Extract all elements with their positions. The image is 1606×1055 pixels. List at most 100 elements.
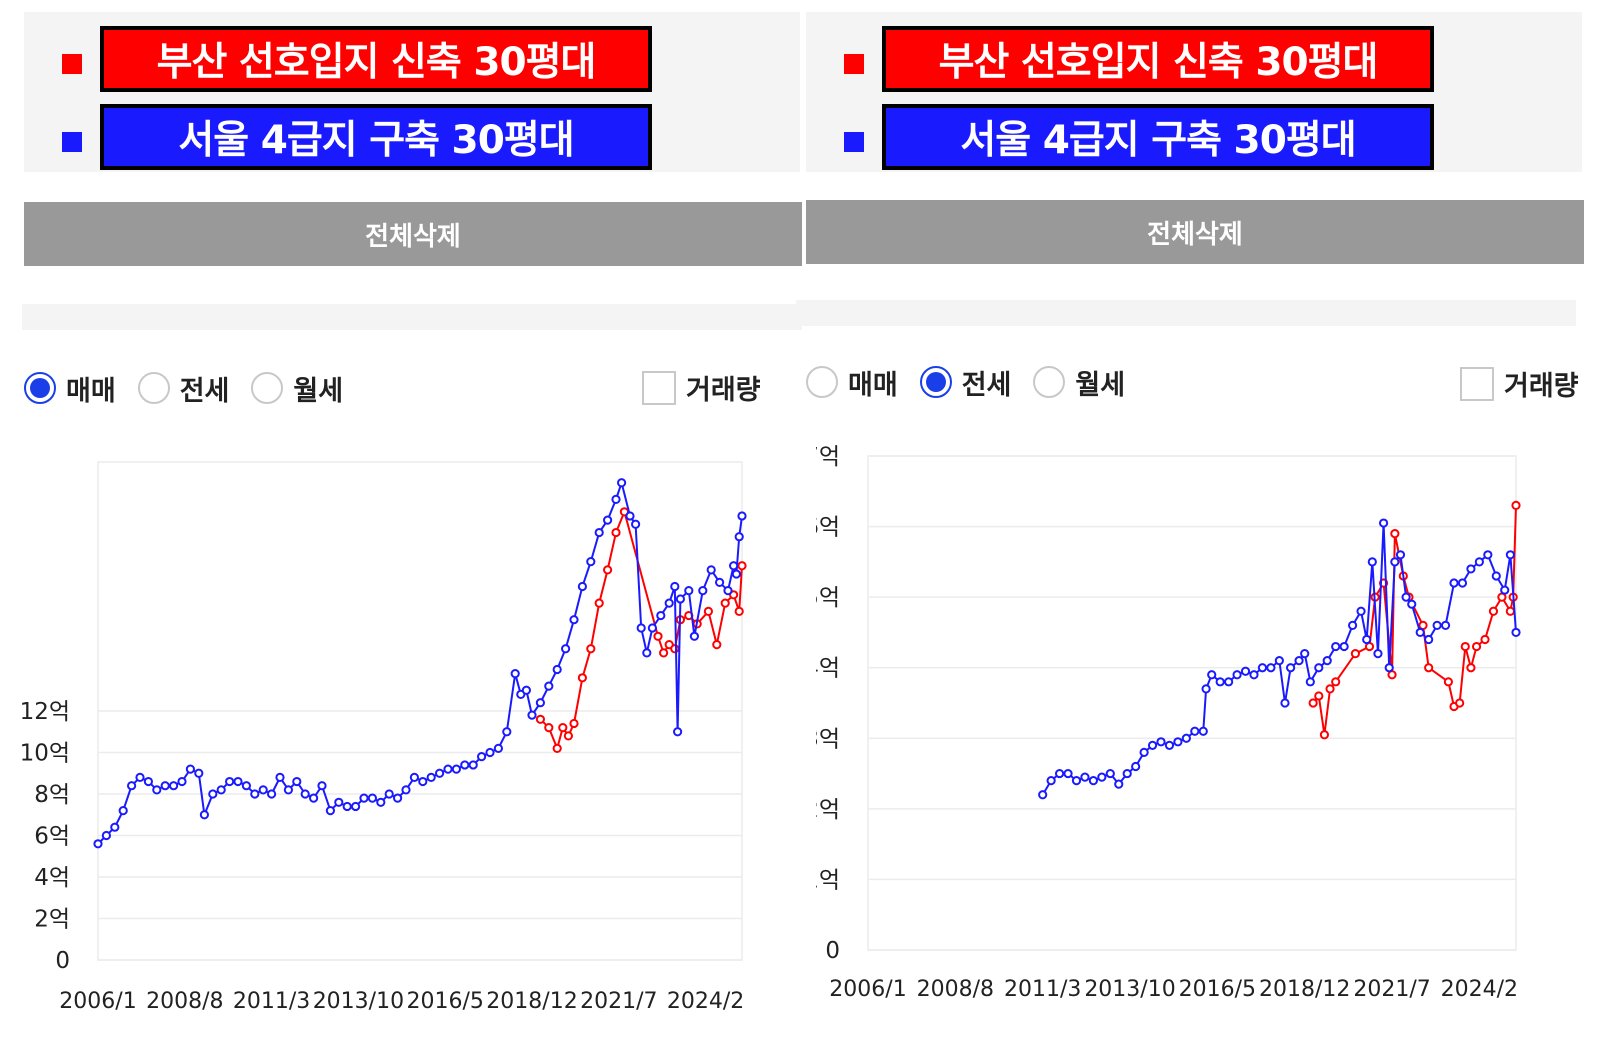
data-point[interactable] xyxy=(544,723,554,733)
data-point[interactable] xyxy=(1511,627,1521,638)
legend-item-seoul[interactable]: 서울 4급지 구축 30평대 xyxy=(24,104,800,174)
data-point[interactable] xyxy=(1232,670,1242,680)
data-point[interactable] xyxy=(1314,663,1324,673)
data-point[interactable] xyxy=(1190,726,1200,736)
data-point[interactable] xyxy=(1384,663,1394,673)
data-point[interactable] xyxy=(1367,557,1377,567)
data-point[interactable] xyxy=(258,785,268,795)
data-point[interactable] xyxy=(143,776,153,787)
data-point[interactable] xyxy=(558,723,568,733)
data-point[interactable] xyxy=(1215,677,1225,687)
data-point[interactable] xyxy=(1257,663,1268,673)
data-point[interactable] xyxy=(1457,578,1468,588)
data-point[interactable] xyxy=(317,781,327,791)
data-point[interactable] xyxy=(1339,641,1349,652)
data-point[interactable] xyxy=(706,565,716,575)
data-point[interactable] xyxy=(376,797,386,807)
data-point[interactable] xyxy=(177,776,187,787)
data-point[interactable] xyxy=(1080,772,1090,782)
data-point[interactable] xyxy=(185,764,195,774)
data-point[interactable] xyxy=(1071,776,1082,786)
data-point[interactable] xyxy=(1308,698,1318,708)
data-point[interactable] xyxy=(1424,634,1434,645)
data-point[interactable] xyxy=(93,839,103,849)
data-point[interactable] xyxy=(1240,666,1251,676)
data-point[interactable] xyxy=(1331,641,1341,652)
data-point[interactable] xyxy=(1156,737,1166,747)
data-point[interactable] xyxy=(451,764,461,774)
data-point[interactable] xyxy=(468,760,478,770)
data-point[interactable] xyxy=(401,785,411,795)
data-point[interactable] xyxy=(670,644,680,654)
data-point[interactable] xyxy=(1088,776,1098,786)
data-point[interactable] xyxy=(342,801,352,812)
data-point[interactable] xyxy=(720,598,730,608)
data-point[interactable] xyxy=(208,789,218,799)
data-point[interactable] xyxy=(485,747,495,758)
data-point[interactable] xyxy=(723,586,733,596)
data-point[interactable] xyxy=(300,789,310,799)
radio-monthly-rent[interactable]: 월세 xyxy=(1033,363,1125,402)
data-point[interactable] xyxy=(625,511,635,521)
data-point[interactable] xyxy=(552,743,562,753)
data-point[interactable] xyxy=(734,606,744,616)
data-point[interactable] xyxy=(1500,585,1510,595)
data-point[interactable] xyxy=(1407,599,1417,609)
data-point[interactable] xyxy=(684,586,694,596)
data-point[interactable] xyxy=(1511,500,1521,511)
data-point[interactable] xyxy=(698,586,708,596)
data-point[interactable] xyxy=(1105,768,1115,779)
data-point[interactable] xyxy=(1466,663,1476,673)
data-point[interactable] xyxy=(586,644,596,654)
data-point[interactable] xyxy=(673,727,683,737)
data-point[interactable] xyxy=(664,598,674,608)
data-point[interactable] xyxy=(216,785,226,795)
data-point[interactable] xyxy=(426,772,436,782)
data-point[interactable] xyxy=(1286,663,1296,673)
data-point[interactable] xyxy=(1173,737,1183,747)
data-point[interactable] xyxy=(1474,557,1484,567)
data-point[interactable] xyxy=(1054,768,1065,779)
data-point[interactable] xyxy=(1319,730,1330,740)
data-point[interactable] xyxy=(1373,649,1383,659)
data-point[interactable] xyxy=(1274,656,1284,666)
data-point[interactable] xyxy=(1443,677,1453,687)
data-point[interactable] xyxy=(1097,772,1107,782)
data-point[interactable] xyxy=(152,785,162,795)
data-point[interactable] xyxy=(636,623,646,633)
radio-sale[interactable]: 매매 xyxy=(24,369,116,408)
data-point[interactable] xyxy=(1046,776,1056,786)
data-point[interactable] xyxy=(1131,761,1141,772)
data-point[interactable] xyxy=(1505,606,1515,616)
data-point[interactable] xyxy=(309,793,319,803)
data-point[interactable] xyxy=(493,743,503,753)
data-point[interactable] xyxy=(737,511,747,521)
data-point[interactable] xyxy=(325,806,335,816)
data-point[interactable] xyxy=(241,781,251,791)
data-point[interactable] xyxy=(292,776,302,787)
data-point[interactable] xyxy=(1395,550,1406,560)
data-point[interactable] xyxy=(1401,592,1411,602)
radio-jeonse[interactable]: 전세 xyxy=(919,363,1011,402)
data-point[interactable] xyxy=(653,631,663,641)
data-point[interactable] xyxy=(715,577,725,587)
data-point[interactable] xyxy=(169,781,179,791)
data-point[interactable] xyxy=(1466,564,1476,574)
data-point[interactable] xyxy=(642,648,652,658)
data-point[interactable] xyxy=(521,685,532,695)
data-point[interactable] xyxy=(1491,571,1501,581)
data-point[interactable] xyxy=(1488,606,1499,616)
data-point[interactable] xyxy=(1440,620,1451,630)
data-point[interactable] xyxy=(656,610,666,621)
data-point[interactable] xyxy=(544,681,554,691)
data-point[interactable] xyxy=(1114,779,1124,789)
data-point[interactable] xyxy=(552,664,562,675)
data-point[interactable] xyxy=(1424,663,1434,673)
data-point[interactable] xyxy=(1280,698,1290,708)
data-point[interactable] xyxy=(409,772,419,782)
data-point[interactable] xyxy=(135,772,145,782)
radio-sale[interactable]: 매매 xyxy=(806,363,898,402)
data-point[interactable] xyxy=(1224,677,1234,687)
data-point[interactable] xyxy=(594,527,604,538)
data-point[interactable] xyxy=(1305,677,1315,687)
